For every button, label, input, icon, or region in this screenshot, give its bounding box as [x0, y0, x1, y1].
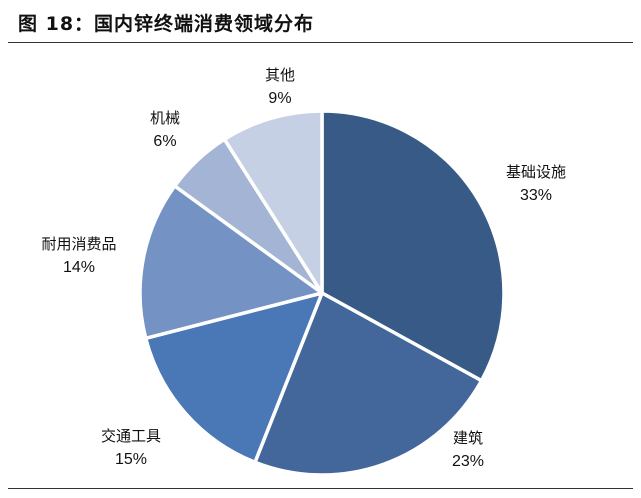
slice-category: 机械	[149, 109, 181, 127]
slice-durable-goods	[138, 184, 324, 341]
slice-category: 其他	[264, 66, 296, 84]
slice-label-transportation: 交通工具 15%	[101, 425, 161, 471]
slice-construction	[253, 291, 484, 477]
slice-infrastructure	[320, 109, 506, 383]
slice-label-machinery: 机械 6%	[150, 107, 180, 153]
slice-value: 23%	[451, 453, 485, 470]
slice-label-infrastructure: 基础设施 33%	[506, 161, 566, 207]
top-rule	[8, 42, 633, 43]
slice-label-construction: 建筑 23%	[452, 427, 484, 473]
slice-label-other: 其他 9%	[265, 64, 295, 110]
slice-category: 建筑	[452, 429, 483, 447]
slice-value: 9%	[268, 90, 292, 107]
slice-category: 耐用消费品	[41, 235, 117, 253]
pie-slices	[138, 109, 506, 477]
slice-label-durable-goods: 耐用消费品 14%	[41, 233, 116, 279]
slice-other	[222, 109, 324, 295]
slice-value: 15%	[114, 451, 148, 468]
slice-value: 6%	[153, 133, 177, 150]
slice-value: 33%	[519, 187, 553, 204]
slice-transportation	[143, 291, 324, 464]
chart-title: 图 18：国内锌终端消费领域分布	[18, 13, 315, 35]
slice-category: 基础设施	[505, 163, 567, 181]
bottom-rule	[8, 488, 633, 489]
slice-category: 交通工具	[100, 427, 162, 445]
slice-value: 14%	[62, 259, 96, 276]
